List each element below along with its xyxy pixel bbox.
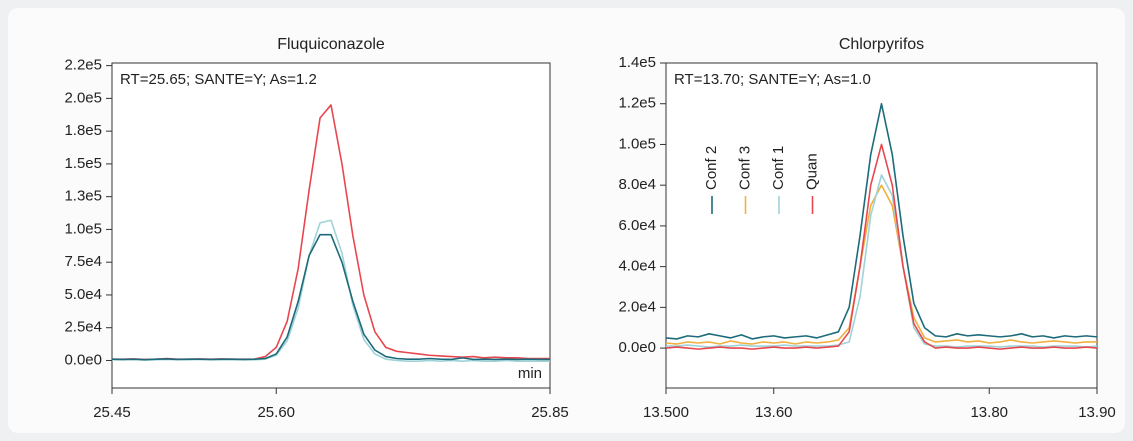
- series-line: [666, 102, 1097, 340]
- y-tick-label: 0.0e0: [64, 351, 102, 368]
- plot-frame: [665, 62, 1098, 389]
- y-tick-label: 1.2e5: [618, 95, 656, 112]
- x-tick-label: 13.90: [1078, 404, 1116, 421]
- y-tick-label: 1.5e5: [64, 155, 102, 172]
- annotation: RT=13.70; SANTE=Y; As=1.0: [674, 71, 871, 88]
- y-tick-label: 1.3e5: [64, 188, 102, 205]
- y-tick-label: 2.0e5: [64, 89, 102, 106]
- x-tick-label: 25.85: [531, 404, 569, 421]
- y-tick-label: 1.0e5: [618, 135, 656, 152]
- legend-label: Quan: [803, 153, 820, 190]
- y-tick-label: 6.0e4: [618, 217, 656, 234]
- legend-label: Conf 3: [736, 146, 753, 190]
- series-line: [666, 184, 1097, 345]
- x-tick-label: 13.60: [755, 404, 793, 421]
- x-tick-label: 13.500: [643, 404, 689, 421]
- chart-title: Fluquiconazole: [277, 36, 385, 53]
- y-tick-label: 2.2e5: [64, 57, 102, 74]
- x-tick-label: 13.80: [970, 404, 1008, 421]
- series-line: [666, 174, 1097, 348]
- x-tick-label: 25.60: [257, 404, 295, 421]
- y-tick-label: 2.0e4: [618, 298, 656, 315]
- y-tick-label: 4.0e4: [618, 258, 656, 275]
- chart-title: Chlorpyrifos: [839, 36, 924, 53]
- annotation: RT=25.65; SANTE=Y; As=1.2: [120, 71, 317, 88]
- y-tick-label: 8.0e4: [618, 176, 656, 193]
- y-tick-label: 7.5e4: [64, 253, 102, 270]
- x-tick-label: 25.45: [93, 404, 131, 421]
- y-tick-label: 2.5e4: [64, 319, 102, 336]
- x-axis-label: min: [518, 365, 542, 382]
- y-tick-label: 1.4e5: [618, 54, 656, 71]
- y-tick-label: 1.0e5: [64, 220, 102, 237]
- legend-label: Conf 2: [703, 146, 720, 190]
- plot-frame: [111, 62, 551, 389]
- legend-label: Conf 1: [770, 146, 787, 190]
- series-line: [666, 143, 1097, 350]
- y-tick-label: 0.0e0: [618, 339, 656, 356]
- y-tick-label: 5.0e4: [64, 286, 102, 303]
- y-tick-label: 1.8e5: [64, 122, 102, 139]
- series-line: [112, 233, 550, 361]
